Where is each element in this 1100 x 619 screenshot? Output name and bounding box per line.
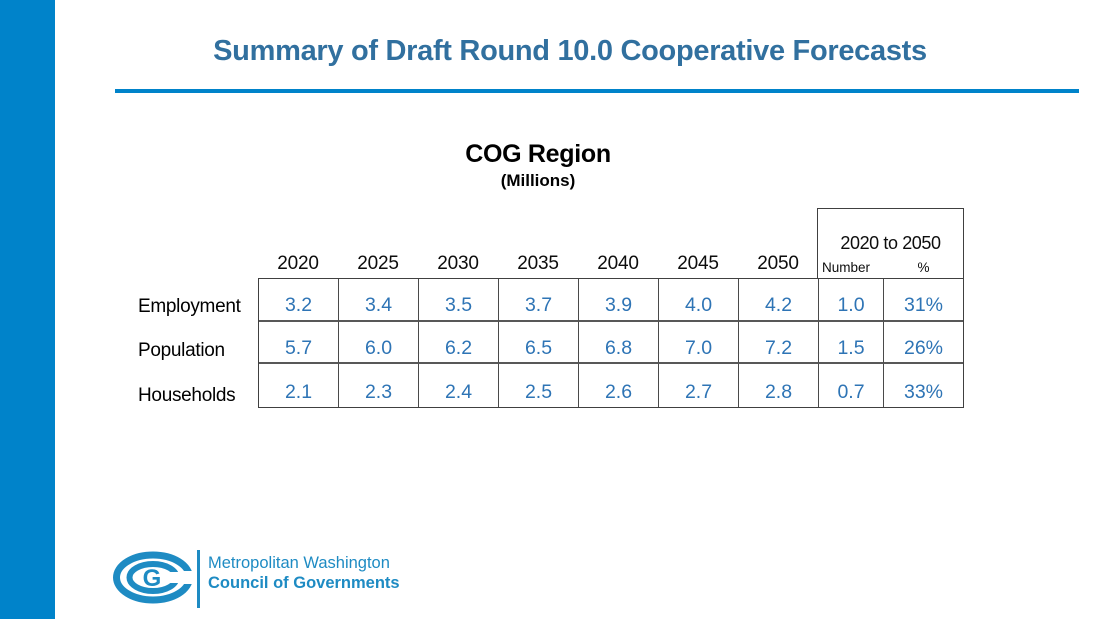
slide-title: Summary of Draft Round 10.0 Cooperative … xyxy=(213,35,927,67)
year-header-2030: 2030 xyxy=(437,253,479,274)
table-cell-employment-change-percent: 31% xyxy=(884,279,963,322)
table-cell-employment-2050: 4.2 xyxy=(739,279,819,322)
table-cell-population-2040: 6.8 xyxy=(579,321,659,364)
table-cell-population-2025: 6.0 xyxy=(339,321,419,364)
logo-org-line2: Council of Governments xyxy=(208,574,400,592)
table-cell-employment-2040: 3.9 xyxy=(579,279,659,322)
table-cell-households-2025: 2.3 xyxy=(339,364,419,407)
change-subheader-row: Number % xyxy=(818,260,963,275)
year-header-2040: 2040 xyxy=(597,253,639,274)
year-header-2045: 2045 xyxy=(677,253,719,274)
row-label-column: Employment Population Households xyxy=(138,278,256,412)
table-cell-population-2030: 6.2 xyxy=(419,321,499,364)
cog-logo-icon: G xyxy=(113,551,194,604)
table-subtitle: (Millions) xyxy=(500,171,576,190)
table-cell-population-2035: 6.5 xyxy=(499,321,579,364)
logo-divider xyxy=(197,550,200,608)
year-header-2035: 2035 xyxy=(517,253,559,274)
change-header-box: 2020 to 2050 Number % xyxy=(817,208,964,279)
table-cell-employment-2025: 3.4 xyxy=(339,279,419,322)
table-cell-employment-2020: 3.2 xyxy=(259,279,339,322)
table-cell-households-change-number: 0.7 xyxy=(819,364,884,407)
table-cell-households-2030: 2.4 xyxy=(419,364,499,407)
logo-org-line1: Metropolitan Washington xyxy=(208,554,390,572)
year-header-2025: 2025 xyxy=(357,253,399,274)
year-header-row: 2020 2025 2030 2035 2040 2045 2050 xyxy=(258,244,818,276)
table-cell-households-2020: 2.1 xyxy=(259,364,339,407)
year-header-2050: 2050 xyxy=(757,253,799,274)
change-header-title: 2020 to 2050 xyxy=(840,233,941,253)
logo-wordmark: Metropolitan Washington Council of Gover… xyxy=(208,553,400,593)
percent-column-header: % xyxy=(917,260,930,275)
number-column-header: Number xyxy=(822,260,871,275)
table-cell-households-change-percent: 33% xyxy=(903,381,944,403)
table-cell-employment-change-number: 1.0 xyxy=(819,279,884,322)
year-header-2020: 2020 xyxy=(277,253,319,274)
row-label-population: Population xyxy=(138,340,225,362)
forecast-table: 3.2 3.4 3.5 3.7 3.9 4.0 4.2 1.0 31% 5.7 … xyxy=(258,278,964,408)
table-cell-population-2050: 7.2 xyxy=(739,321,819,364)
table-cell-households-2035: 2.5 xyxy=(499,364,579,407)
table-cell-population-change-number: 1.5 xyxy=(819,321,884,364)
table-cell-employment-2030: 3.5 xyxy=(419,279,499,322)
row-label-households: Households xyxy=(138,384,236,406)
table-title: COG Region xyxy=(465,140,611,168)
table-cell-households-2040: 2.6 xyxy=(579,364,659,407)
row-label-employment: Employment xyxy=(138,295,241,317)
left-accent-bar xyxy=(0,0,55,619)
table-cell-employment-2045: 4.0 xyxy=(659,279,739,322)
table-cell-households-2045: 2.7 xyxy=(659,364,739,407)
cog-logo-monogram: G xyxy=(143,565,162,592)
table-cell-population-2045: 7.0 xyxy=(659,321,739,364)
table-cell-population-2020: 5.7 xyxy=(259,321,339,364)
table-cell-population-change-percent: 26% xyxy=(884,322,963,364)
title-divider xyxy=(115,89,1079,93)
table-cell-employment-2035: 3.7 xyxy=(499,279,579,322)
table-cell-households-2050: 2.8 xyxy=(739,364,819,407)
